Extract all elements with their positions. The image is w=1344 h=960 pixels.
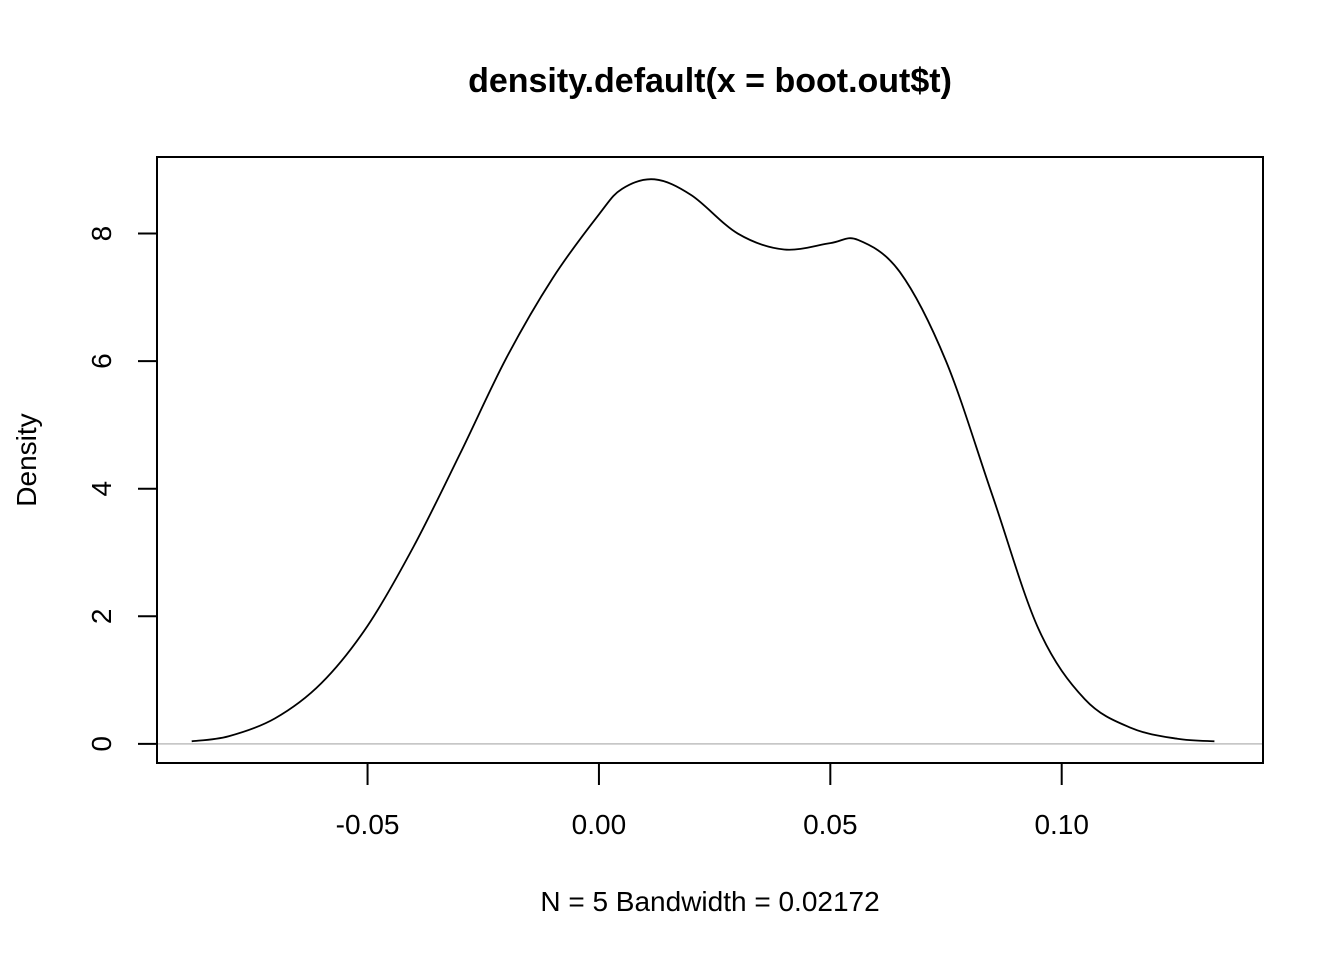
chart-title: density.default(x = boot.out$t)	[468, 62, 952, 100]
y-tick-label: 6	[86, 353, 117, 369]
y-tick-label: 0	[86, 736, 117, 752]
y-axis-label: Density	[11, 413, 42, 506]
x-tick-label: 0.00	[572, 809, 627, 840]
y-tick-label: 2	[86, 608, 117, 624]
plot-frame	[156, 156, 1264, 764]
y-axis: 0 2 4 6 8	[86, 226, 158, 752]
density-curve	[191, 178, 1215, 743]
x-axis: -0.05 0.00 0.05 0.10	[336, 762, 1089, 840]
x-axis-label: N = 5 Bandwidth = 0.02172	[540, 886, 879, 917]
x-tick-label: 0.10	[1034, 809, 1089, 840]
y-tick-label: 8	[86, 226, 117, 242]
y-tick-label: 4	[86, 481, 117, 497]
x-tick-label: -0.05	[336, 809, 400, 840]
x-tick-label: 0.05	[803, 809, 858, 840]
